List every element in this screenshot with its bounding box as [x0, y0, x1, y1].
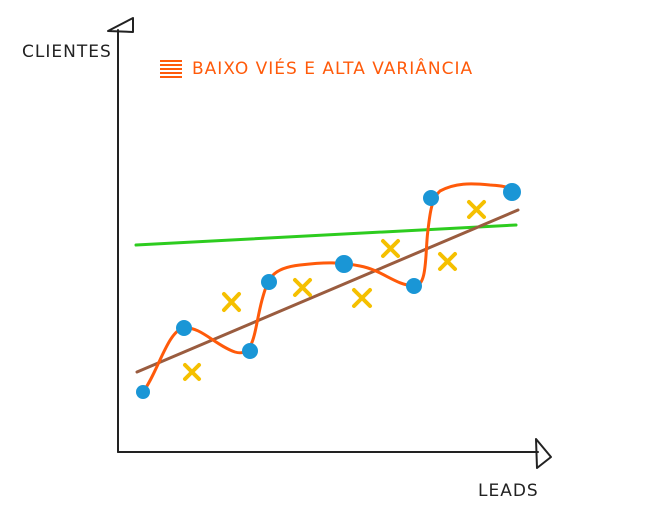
data-point — [503, 183, 521, 201]
x-axis-arrow — [535, 438, 552, 469]
legend-text: Baixo Viés e Alta Variância — [192, 59, 474, 79]
data-point — [136, 385, 150, 399]
x-mark — [293, 278, 312, 297]
x-axis-label: Leads — [478, 481, 539, 501]
x-mark — [352, 288, 372, 308]
data-point — [406, 278, 422, 294]
axes — [107, 17, 552, 469]
data-point — [176, 320, 192, 336]
flat-line — [134, 223, 518, 247]
x-marks-group — [183, 200, 486, 381]
x-mark — [381, 239, 400, 258]
y-axis-label: Clientes — [22, 42, 112, 62]
x-mark — [222, 292, 241, 312]
regression-line — [135, 208, 520, 374]
x-mark — [438, 252, 457, 271]
y-axis-arrow — [107, 17, 134, 33]
x-mark — [467, 200, 486, 219]
legend-swatch — [160, 60, 182, 78]
x-mark — [183, 363, 201, 381]
legend: Baixo Viés e Alta Variância — [160, 59, 473, 79]
points-group — [136, 183, 521, 399]
data-point — [261, 274, 277, 290]
data-point — [423, 190, 439, 206]
data-point — [242, 343, 258, 359]
overfit-curve — [141, 182, 514, 394]
data-point — [335, 255, 353, 273]
